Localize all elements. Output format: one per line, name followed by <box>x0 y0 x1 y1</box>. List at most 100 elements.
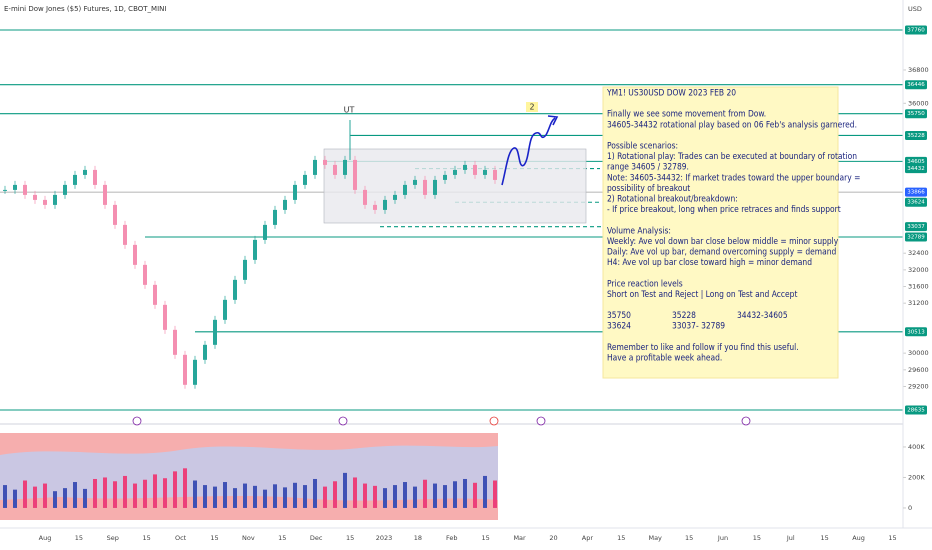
level-label: 30513 <box>907 329 925 335</box>
volume-bar <box>373 485 377 508</box>
level-label: 33624 <box>907 200 925 206</box>
candle <box>83 169 87 175</box>
volume-bar <box>433 483 437 508</box>
candle <box>433 179 437 195</box>
volume-bar <box>403 482 407 508</box>
note-cell: 34432-34605 <box>737 310 788 320</box>
x-tick-label: 15 <box>888 534 896 542</box>
y-tick-label: 30000 <box>908 349 929 357</box>
candle <box>153 284 157 305</box>
volume-bar <box>263 489 267 508</box>
candle <box>373 204 377 210</box>
note-line: 1) Rotational play: Trades can be execut… <box>607 151 857 161</box>
candle <box>313 159 317 175</box>
level-label-bg <box>905 80 927 90</box>
x-tick-label: Dec <box>310 534 323 542</box>
volume-bar <box>133 483 137 508</box>
marks: UT 2 <box>0 102 538 520</box>
x-tick-label: 15 <box>143 534 151 542</box>
note-cell: 33624 <box>607 321 631 331</box>
range-box <box>323 148 587 224</box>
note-line: Note: 34605-34432: If market trades towa… <box>607 172 860 182</box>
candle <box>193 359 197 385</box>
drawn-arrow <box>501 117 556 186</box>
y-tick-label: 36000 <box>908 99 929 107</box>
level-label: 34605 <box>907 159 925 165</box>
level-label: 28635 <box>907 408 925 414</box>
x-tick-label: 15 <box>821 534 829 542</box>
volume-bar <box>53 491 57 508</box>
candle <box>403 184 407 195</box>
x-tick-label: 15 <box>617 534 625 542</box>
event[interactable] <box>132 416 142 426</box>
event[interactable] <box>338 416 348 426</box>
candle <box>273 209 277 225</box>
candle <box>463 164 467 170</box>
volume-bar <box>123 475 127 508</box>
volume-bar <box>143 479 147 508</box>
level-label-bg <box>905 164 927 174</box>
vol-tick-label: 0 <box>908 504 912 512</box>
candle <box>283 199 287 210</box>
volume-bar <box>3 485 7 508</box>
candle <box>43 199 47 205</box>
volume-bar <box>393 485 397 508</box>
vol-tick-label: 200K <box>908 473 925 481</box>
level-label: 32789 <box>907 235 925 241</box>
arrow-head <box>547 115 559 126</box>
note-cell: 35228 <box>672 310 696 320</box>
candle <box>303 174 307 185</box>
volume-bar <box>363 483 367 508</box>
candle <box>453 169 457 175</box>
volume-bar <box>483 475 487 508</box>
x-tick-label: Nov <box>242 534 255 542</box>
note-line: H4: Ave vol up bar close toward high = m… <box>607 257 812 267</box>
event[interactable] <box>741 416 751 426</box>
candle <box>333 164 337 175</box>
candle <box>443 174 447 180</box>
x-tick-label: Aug <box>39 534 52 542</box>
volume-bar <box>413 486 417 508</box>
candle <box>243 259 247 280</box>
y-tick-label: 29200 <box>908 382 929 390</box>
volume-bar <box>153 474 157 508</box>
candle <box>103 184 107 205</box>
x-tick-label: 2023 <box>376 534 393 542</box>
candle <box>293 184 297 200</box>
level-label: 35750 <box>907 111 925 117</box>
volume-bar <box>313 478 317 508</box>
level-label: 33037 <box>907 224 925 230</box>
candle <box>203 344 207 360</box>
note-line: 34605-34432 rotational play based on 06 … <box>607 119 857 129</box>
x-tick-label: 15 <box>346 534 354 542</box>
note-line: Short on Test and Reject | Long on Test … <box>607 289 797 299</box>
note-line: Finally we see some movement from Dow. <box>607 109 766 119</box>
currency: USD <box>908 5 922 13</box>
note-line: Remember to like and follow if you find … <box>607 342 799 352</box>
volume-bar <box>383 488 387 508</box>
annotation: UT <box>344 106 355 115</box>
x-tick-label: 15 <box>753 534 761 542</box>
volume-bar <box>333 481 337 508</box>
event[interactable] <box>536 416 546 426</box>
x-tick-label: Aug <box>852 534 865 542</box>
volume-bar <box>473 482 477 508</box>
event-markers <box>132 416 751 426</box>
x-tick-label: Mar <box>513 534 526 542</box>
volume-bar <box>343 472 347 508</box>
candle <box>113 204 117 225</box>
x-tick-label: Jul <box>786 534 795 542</box>
volume-bar <box>103 477 107 508</box>
volume-bar <box>493 480 497 508</box>
volume-bar <box>63 488 67 508</box>
volume-bar <box>443 485 447 508</box>
volume-bar <box>43 483 47 508</box>
event[interactable] <box>489 416 499 426</box>
symbol-title: E-mini Dow Jones ($5) Futures, 1D, CBOT_… <box>4 5 166 13</box>
candle <box>323 159 327 165</box>
candle <box>3 189 7 191</box>
candle <box>123 224 127 245</box>
y-tick-label: 32000 <box>908 266 929 274</box>
candle <box>93 169 97 185</box>
